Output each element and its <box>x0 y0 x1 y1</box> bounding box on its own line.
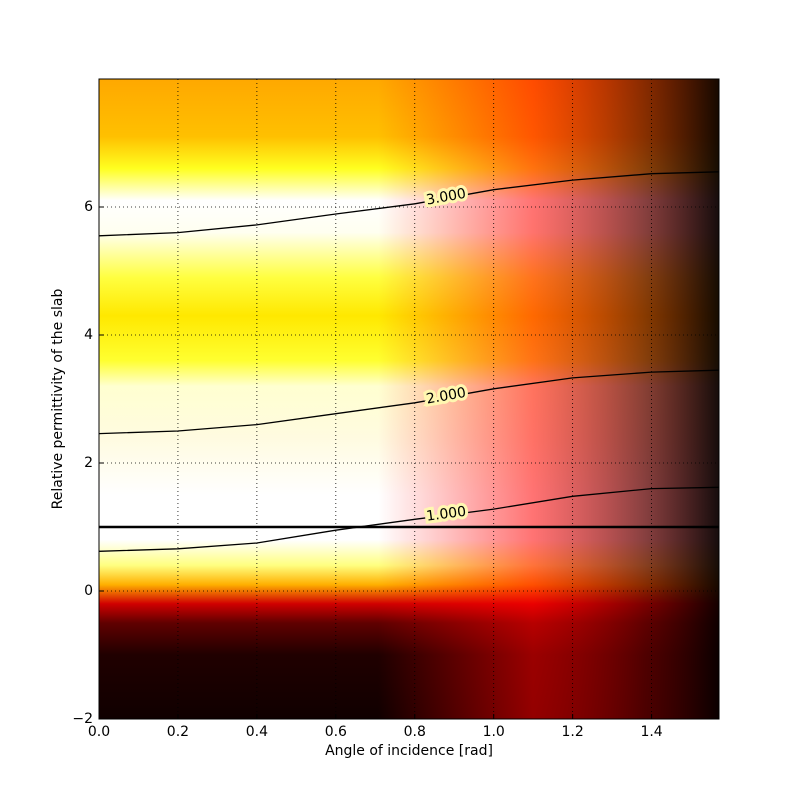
y-axis-label: Relative permittivity of the slab <box>50 289 66 510</box>
x-axis-label: Angle of incidence [rad] <box>325 743 493 759</box>
x-tick-label: 0.8 <box>404 724 426 740</box>
contour-line <box>98 369 720 435</box>
heatmap-shade <box>99 79 719 719</box>
y-tick-label: 0 <box>84 583 93 599</box>
x-tick-label: 1.4 <box>640 724 662 740</box>
plot-frame <box>98 78 720 720</box>
contour-line <box>98 486 720 552</box>
x-tick-label: 1.0 <box>483 724 505 740</box>
x-tick-label: 1.2 <box>562 724 584 740</box>
x-tick-label: 0.4 <box>246 724 268 740</box>
y-tick-label: −2 <box>72 711 93 727</box>
x-tick-label: 0.2 <box>167 724 189 740</box>
y-tick-label: 2 <box>84 455 93 471</box>
x-tick-label: 0.0 <box>88 724 110 740</box>
x-tick-label: 0.6 <box>325 724 347 740</box>
y-tick-label: 6 <box>84 199 93 215</box>
y-tick-label: 4 <box>84 327 93 343</box>
contour-line <box>98 171 720 237</box>
